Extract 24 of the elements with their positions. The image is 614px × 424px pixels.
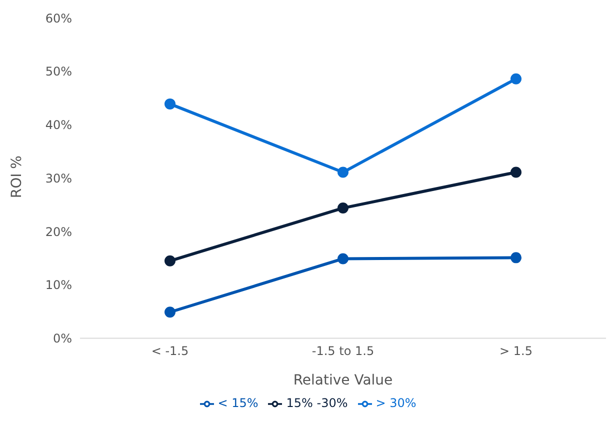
legend-label: 15% -30% [286,396,348,410]
x-tick-label: -1.5 to 1.5 [312,344,374,358]
y-tick-label: 40% [45,118,72,132]
y-tick-label: 10% [45,278,72,292]
x-tick-label: > 1.5 [500,344,532,358]
y-tick-label: 50% [45,64,72,79]
y-tick-label: 30% [45,171,72,186]
point [338,166,348,178]
y-tick-label: 0% [52,332,72,346]
x-axis-title: Relative Value [293,372,393,388]
point [164,306,176,318]
point [338,202,348,214]
legend-label: < 15% [218,396,258,410]
point [338,253,348,264]
y-tick-label: 60% [45,11,72,26]
point [164,255,176,266]
point [510,166,522,178]
legend-label: > 30% [376,396,416,410]
y-tick-label: 20% [45,224,72,239]
x-tick-label: < -1.5 [151,344,189,358]
point [510,252,522,264]
point [164,98,176,110]
point [510,73,522,84]
y-axis-title: ROI % [8,156,25,198]
